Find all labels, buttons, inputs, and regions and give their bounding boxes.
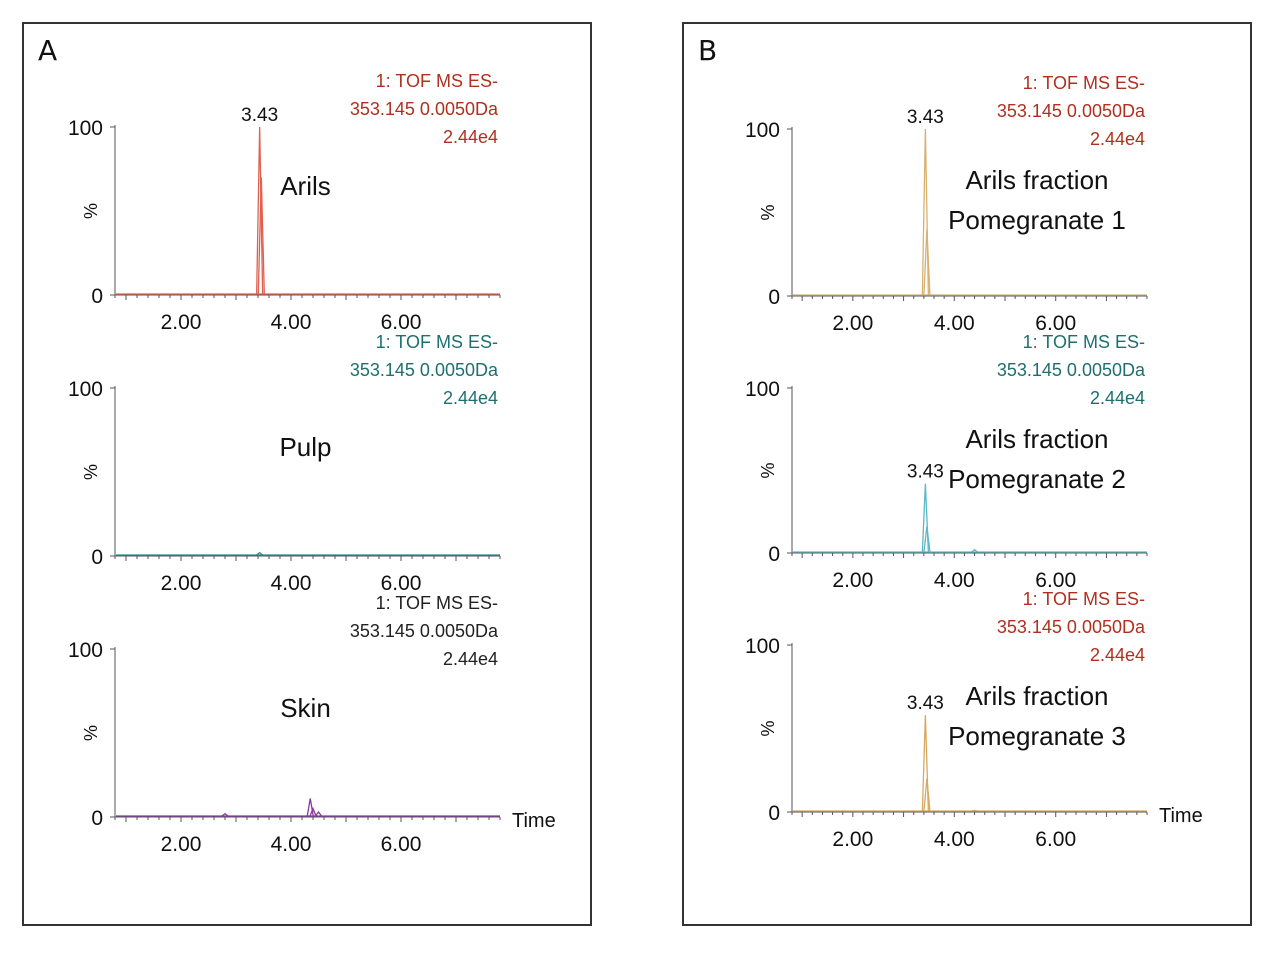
panel-a: A (22, 22, 592, 926)
p0c2-x-tick-label: 2.00 (161, 833, 202, 856)
p0c1-y-tick-label: 0 (91, 546, 103, 569)
p0c1-header-line: 1: TOF MS ES- (376, 332, 498, 352)
p0c0-y-tick-label: 0 (91, 285, 103, 308)
p1c0-header-line: 353.145 0.0050Da (997, 101, 1146, 121)
p0c1-peak (256, 551, 264, 556)
p0c1-y-tick-label: 100 (68, 378, 103, 401)
p1c1-y-axis-label: % (758, 462, 778, 478)
p0c2-y-axis-label: % (81, 725, 101, 741)
p0c0-y-axis-label: % (81, 203, 101, 219)
p0c1-header-line: 353.145 0.0050Da (350, 360, 499, 380)
p1c1-sample-label: Pomegranate 2 (948, 464, 1126, 494)
p0c0-sample-label: Arils (280, 171, 331, 201)
p1c0-header-line: 2.44e4 (1090, 129, 1145, 149)
p1c2-y-tick-label: 100 (745, 635, 780, 658)
p0c2-y-tick-label: 0 (91, 807, 103, 830)
p1c1-peak-label: 3.43 (907, 462, 944, 483)
p0c2-header-line: 353.145 0.0050Da (350, 621, 499, 641)
p1c2-header-line: 1: TOF MS ES- (1023, 589, 1145, 609)
p1c1-header-line: 2.44e4 (1090, 388, 1145, 408)
p0c1-y-axis-label: % (81, 464, 101, 480)
p0c0-peak-label: 3.43 (241, 105, 278, 126)
p1c0-sample-label: Arils fraction (965, 165, 1108, 195)
p0c0-header-line: 353.145 0.0050Da (350, 99, 499, 119)
p1c0-sample-label: Pomegranate 1 (948, 205, 1126, 235)
p0c1-sample-label: Pulp (279, 432, 331, 462)
p1c0-y-axis-label: % (758, 204, 778, 220)
p1c0-x-tick-label: 4.00 (934, 312, 975, 335)
p1c1-x-tick-label: 6.00 (1035, 569, 1076, 592)
p0c0-x-tick-label: 6.00 (381, 311, 422, 334)
p1c1-sample-label: Arils fraction (965, 424, 1108, 454)
p1c2-peak (971, 809, 978, 812)
p0c0-x-tick-label: 2.00 (161, 311, 202, 334)
p1c1-peak (971, 548, 978, 553)
p1c2-x-tick-label: 2.00 (832, 828, 873, 851)
p0c0-peak (256, 126, 264, 295)
p1c2-header-line: 353.145 0.0050Da (997, 617, 1146, 637)
p1c1-y-tick-label: 100 (745, 378, 780, 401)
p1c2-x-axis-label: Time (1159, 805, 1203, 827)
p1c2-header-line: 2.44e4 (1090, 645, 1145, 665)
p1c1-header-line: 1: TOF MS ES- (1023, 332, 1145, 352)
p0c2-peak (306, 798, 314, 817)
p0c2-x-axis-label: Time (512, 810, 556, 832)
p1c0-peak (923, 229, 931, 296)
p0c2-x-tick-label: 4.00 (271, 833, 312, 856)
p0c2-sample-label: Skin (280, 693, 331, 723)
panel-a-label: A (38, 34, 58, 67)
p1c0-peak-label: 3.43 (907, 107, 944, 128)
p1c0-x-tick-label: 6.00 (1035, 312, 1076, 335)
p1c2-x-tick-label: 6.00 (1035, 828, 1076, 851)
p0c2-header-line: 2.44e4 (443, 649, 498, 669)
p1c2-sample-label: Pomegranate 3 (948, 721, 1126, 751)
p0c2-peak (314, 810, 323, 817)
p1c0-x-tick-label: 2.00 (832, 312, 873, 335)
p1c0-header-line: 1: TOF MS ES- (1023, 73, 1145, 93)
p0c0-y-tick-label: 100 (68, 117, 103, 140)
p1c2-y-axis-label: % (758, 720, 778, 736)
p0c0-x-tick-label: 4.00 (271, 311, 312, 334)
p0c1-header-line: 2.44e4 (443, 388, 498, 408)
p1c0-y-tick-label: 100 (745, 119, 780, 142)
p0c0-header-line: 1: TOF MS ES- (376, 71, 498, 91)
panel-b-label: B (698, 34, 718, 67)
p0c2-y-tick-label: 100 (68, 639, 103, 662)
p1c1-x-tick-label: 4.00 (934, 569, 975, 592)
p0c1-x-tick-label: 2.00 (161, 572, 202, 595)
p1c2-y-tick-label: 0 (768, 802, 780, 825)
p1c1-y-tick-label: 0 (768, 543, 780, 566)
p1c1-x-tick-label: 2.00 (832, 569, 873, 592)
p0c2-header-line: 1: TOF MS ES- (376, 593, 498, 613)
p1c2-x-tick-label: 4.00 (934, 828, 975, 851)
p0c0-header-line: 2.44e4 (443, 127, 498, 147)
p1c2-peak (923, 778, 931, 812)
p0c1-x-tick-label: 6.00 (381, 572, 422, 595)
p0c0-peak (257, 177, 265, 295)
p1c1-peak (923, 526, 931, 553)
p0c2-peak (221, 812, 229, 817)
p0c2-x-tick-label: 6.00 (381, 833, 422, 856)
p1c1-header-line: 353.145 0.0050Da (997, 360, 1146, 380)
p1c0-y-tick-label: 0 (768, 286, 780, 309)
panel-b: B (682, 22, 1252, 926)
p0c1-x-tick-label: 4.00 (271, 572, 312, 595)
p1c2-sample-label: Arils fraction (965, 681, 1108, 711)
p0c2-peak (309, 806, 317, 817)
p1c2-peak-label: 3.43 (907, 693, 944, 714)
